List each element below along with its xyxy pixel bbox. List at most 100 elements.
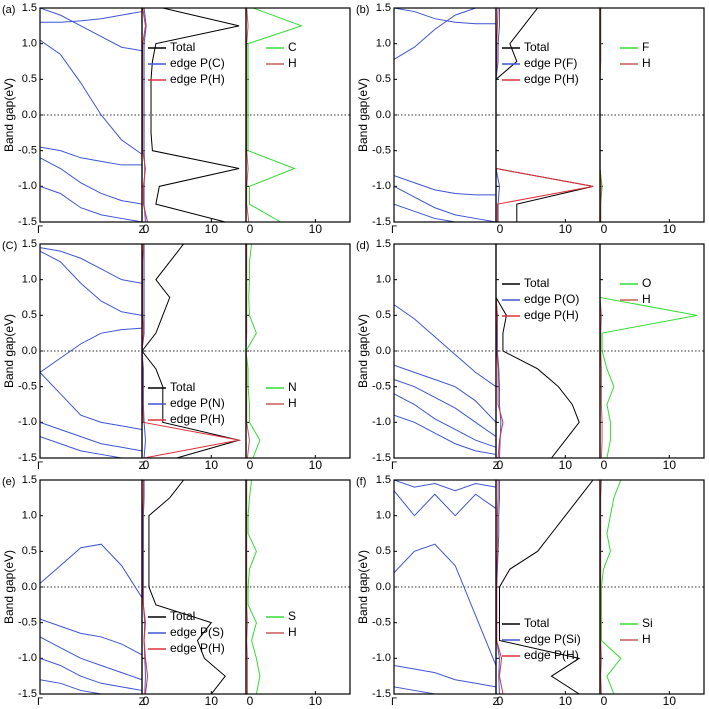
y-tick-label: 1.0	[22, 38, 37, 50]
band	[394, 185, 497, 222]
dos-tick-label: 0	[497, 222, 504, 236]
legend-label: edge P(S)	[170, 625, 224, 639]
panel: (b) Band gap(eV) 1.5 1.0 0.5 0.0 -0.5 -1.0 -1.5Γ…	[356, 2, 705, 236]
dos-tick-label: 10	[205, 458, 219, 472]
dos-curve	[600, 480, 602, 694]
panel-label: (f)	[356, 476, 366, 488]
dos-tick-label: 10	[309, 458, 323, 472]
y-tick-label: -0.5	[18, 617, 37, 629]
band	[40, 327, 143, 373]
band	[40, 247, 143, 284]
y-tick-label: 0.5	[22, 309, 37, 321]
y-tick-label: -1.5	[372, 688, 391, 700]
dos-tick-label: 0	[497, 458, 504, 472]
y-tick-label: 1.0	[22, 510, 37, 522]
band	[40, 11, 143, 23]
legend-label: edge P(N)	[170, 396, 225, 410]
y-tick-label: 0.0	[22, 109, 37, 121]
band	[40, 436, 142, 458]
axes-frame	[245, 243, 351, 459]
dos-curve	[247, 8, 303, 222]
dos-tick-label: 10	[205, 694, 219, 708]
dos-curve	[142, 8, 149, 222]
dos-tick-label: 0	[143, 222, 150, 236]
band	[394, 379, 497, 438]
band	[40, 679, 142, 694]
y-tick-label: -0.5	[18, 381, 37, 393]
axes-frame	[599, 479, 705, 695]
legend-label: Si	[642, 616, 653, 630]
y-axis-label: Band gap(eV)	[2, 314, 16, 388]
dos-curve	[150, 8, 240, 222]
dos-curve	[246, 480, 248, 694]
legend-label: edge P(Si)	[524, 632, 581, 646]
legend-label: edge P(H)	[524, 648, 579, 662]
dos-curve	[496, 480, 504, 694]
legend-label: edge P(H)	[170, 412, 225, 426]
legend-label: edge P(F)	[524, 56, 577, 70]
dos-tick-label: 10	[309, 222, 323, 236]
band	[40, 543, 143, 598]
band	[40, 250, 143, 316]
dos-tick-label: 10	[559, 694, 573, 708]
y-tick-label: 0.0	[376, 109, 391, 121]
panel-label: (d)	[356, 240, 369, 252]
dos-tick-label: 10	[663, 222, 677, 236]
y-tick-label: -1.5	[18, 216, 37, 228]
dos-tick-label: 0	[601, 222, 608, 236]
band	[394, 490, 497, 517]
y-tick-label: -1.0	[18, 652, 37, 664]
dos-tick-label: 10	[663, 458, 677, 472]
dos-curve	[600, 480, 622, 694]
x-tick-label: Γ	[391, 460, 397, 472]
y-tick-label: -1.5	[18, 688, 37, 700]
y-tick-label: 1.0	[22, 274, 37, 286]
band	[394, 203, 496, 222]
legend-label: H	[288, 396, 297, 410]
panel: (f) Band gap(eV) 1.5 1.0 0.5 0.0 -0.5 -1.0 -1.5Γ…	[356, 474, 705, 708]
panel: (d) Band gap(eV) 1.5 1.0 0.5 0.0 -0.5 -1.0 -1.5Γ…	[356, 238, 705, 472]
x-tick-label: Z	[493, 460, 500, 472]
band	[40, 157, 143, 205]
y-tick-label: -1.0	[18, 180, 37, 192]
panel-label: (a)	[2, 4, 15, 16]
x-tick-label: Γ	[391, 696, 397, 708]
y-tick-label: -1.5	[372, 452, 391, 464]
band	[40, 39, 143, 155]
y-tick-label: 0.0	[376, 345, 391, 357]
band	[40, 185, 143, 222]
dos-tick-label: 10	[309, 694, 323, 708]
legend-label: O	[642, 276, 651, 290]
plot-area	[394, 480, 622, 694]
legend-label: Total	[170, 380, 195, 394]
band	[394, 8, 496, 25]
y-tick-label: 1.5	[22, 474, 37, 486]
y-axis-label: Band gap(eV)	[356, 78, 370, 152]
y-axis-label: Band gap(eV)	[356, 550, 370, 624]
dos-tick-label: 0	[247, 694, 254, 708]
dos-tick-label: 10	[205, 222, 219, 236]
dos-tick-label: 0	[143, 458, 150, 472]
legend-label: edge P(H)	[524, 308, 579, 322]
dos-curve	[498, 480, 594, 694]
legend-label: H	[288, 625, 297, 639]
dos-tick-label: 0	[601, 694, 608, 708]
legend-label: edge P(H)	[524, 72, 579, 86]
x-tick-label: Γ	[37, 460, 43, 472]
y-tick-label: -0.5	[18, 145, 37, 157]
y-tick-label: -1.0	[372, 180, 391, 192]
legend-label: F	[642, 40, 649, 54]
y-tick-label: -0.5	[372, 145, 391, 157]
legend-label: Total	[524, 40, 549, 54]
legend-label: H	[642, 56, 651, 70]
dos-tick-label: 0	[247, 458, 254, 472]
y-tick-label: 1.0	[376, 510, 391, 522]
y-axis-label: Band gap(eV)	[2, 550, 16, 624]
x-tick-label: Γ	[37, 224, 43, 236]
dos-tick-label: 10	[559, 458, 573, 472]
band	[40, 657, 143, 691]
dos-tick-label: 0	[247, 222, 254, 236]
panel-label: (e)	[2, 476, 15, 488]
axes-frame	[599, 7, 705, 223]
